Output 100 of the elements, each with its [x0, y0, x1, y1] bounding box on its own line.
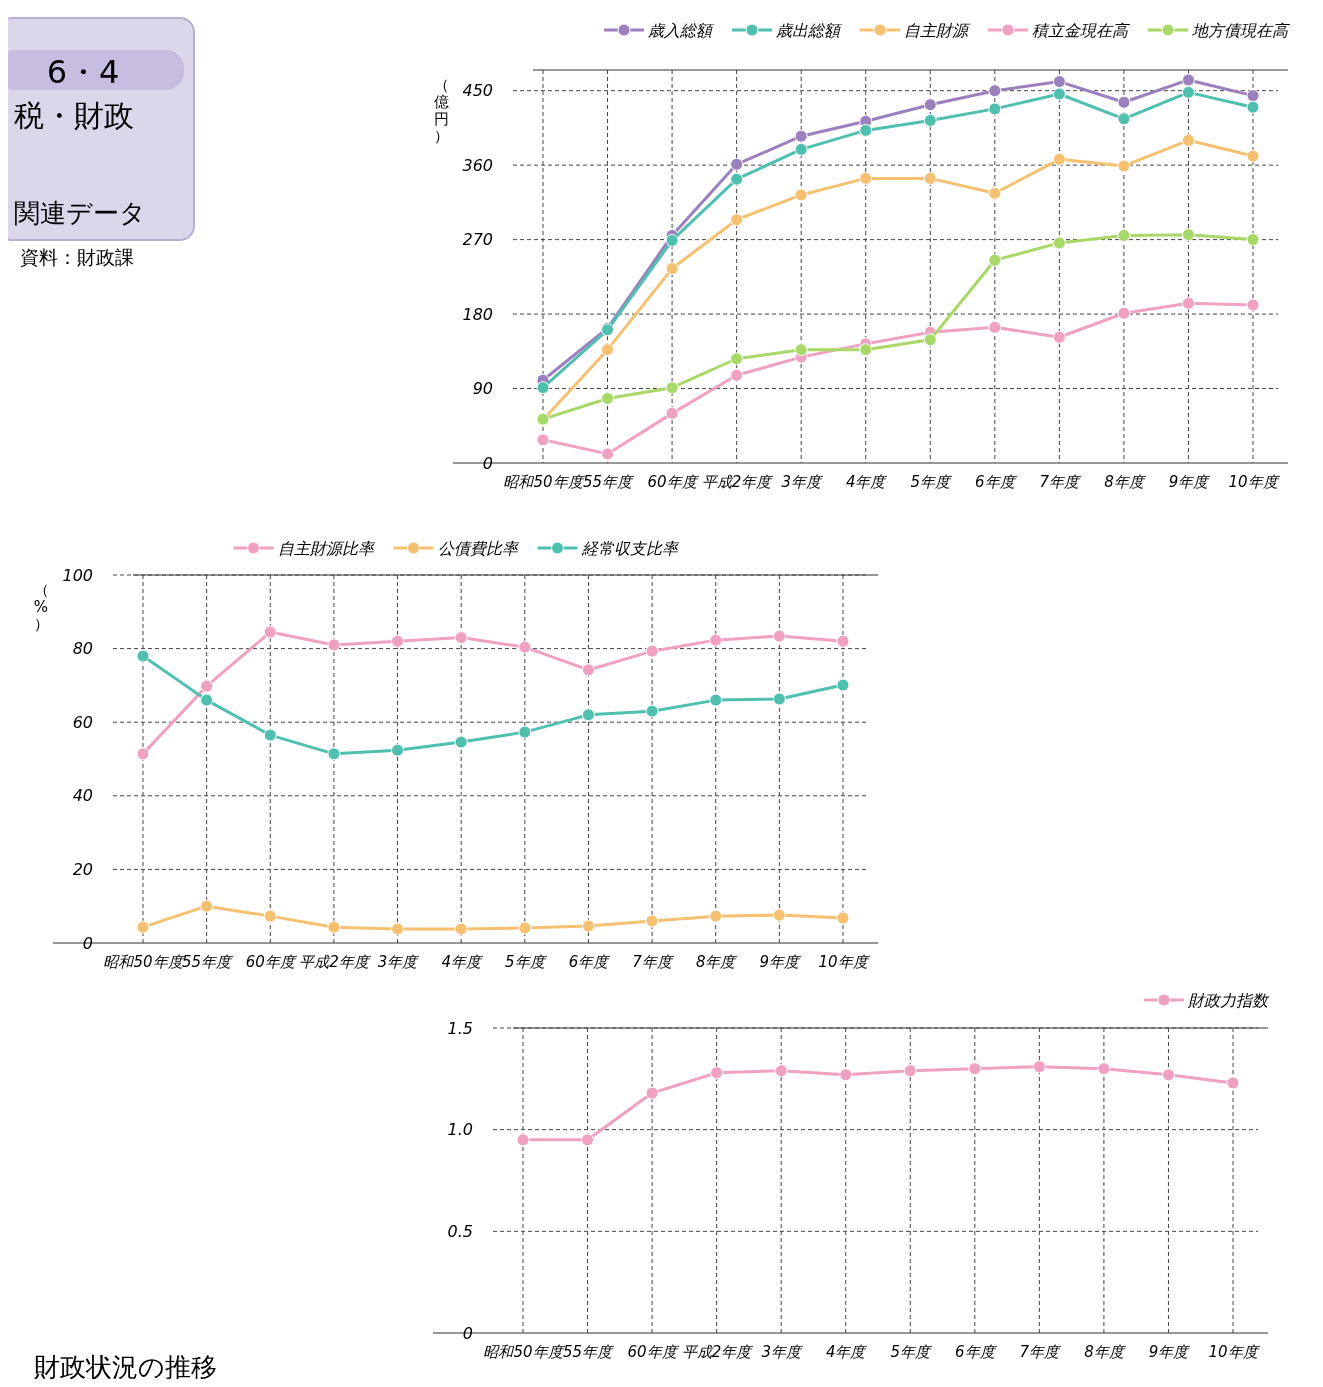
y-tick-label: 0: [82, 933, 93, 953]
x-tick-label: 55年度: [583, 473, 636, 491]
y-tick-label: 90: [472, 379, 493, 399]
text: 税・財政: [14, 98, 134, 133]
point: [581, 1133, 595, 1147]
y-tick-label: 40: [72, 786, 93, 806]
x-tick-label: 7年度: [632, 953, 675, 971]
point: [859, 171, 873, 185]
point: [903, 1064, 917, 1078]
text: 資料：財政課: [20, 246, 134, 268]
legend-label: 自主財源: [904, 20, 971, 40]
legend-label: 地方債現在高: [1192, 20, 1291, 40]
point: [1052, 75, 1066, 89]
point: [859, 343, 873, 357]
point: [794, 142, 808, 156]
x-tick-label: 55年度: [563, 1343, 616, 1361]
point: [518, 921, 532, 935]
legend-label: 積立金現在高: [1032, 20, 1131, 40]
x-tick-label: 4年度: [825, 1343, 869, 1361]
point: [665, 262, 679, 276]
point: [1181, 133, 1195, 147]
point: [772, 692, 786, 706]
point: [136, 920, 150, 934]
point: [988, 253, 1002, 267]
point: [263, 625, 277, 639]
point: [518, 725, 532, 739]
point: [645, 644, 659, 658]
point: [730, 157, 744, 171]
point: [1032, 1060, 1046, 1074]
point: [1246, 89, 1260, 103]
point: [581, 708, 595, 722]
x-tick-label: 6年度: [955, 1343, 998, 1361]
point: [136, 649, 150, 663]
x-tick-label: 3年度: [761, 1343, 804, 1361]
legend-label: 財政力指数: [1187, 990, 1270, 1010]
text: 財政状況の推移: [34, 1352, 217, 1382]
point: [710, 1066, 724, 1080]
point: [645, 914, 659, 928]
point: [1246, 149, 1260, 163]
x-tick-label: 3年度: [377, 953, 421, 971]
point: [391, 634, 405, 648]
point: [581, 919, 595, 933]
point: [1052, 330, 1066, 344]
legend-label: 公債費比率: [437, 538, 520, 558]
x-tick-label: 5年度: [910, 473, 954, 491]
point: [1052, 152, 1066, 166]
x-tick-label: 10年度: [818, 953, 871, 971]
point: [645, 1086, 659, 1100]
point: [730, 352, 744, 366]
legend-label: 自主財源比率: [277, 538, 376, 558]
x-tick-label: 9年度: [1148, 1343, 1192, 1361]
point: [1117, 95, 1131, 109]
point: [836, 911, 850, 925]
y-tick-label: 0.5: [447, 1221, 473, 1241]
point: [454, 735, 468, 749]
x-tick-label: 4年度: [845, 473, 889, 491]
y-tick-label: 1.0: [447, 1120, 473, 1140]
point: [1117, 159, 1131, 173]
x-tick-label: 7年度: [1039, 473, 1083, 491]
point: [665, 381, 679, 395]
point: [730, 172, 744, 186]
y-axis-title: （億円）: [433, 76, 449, 145]
point: [988, 320, 1002, 334]
y-tick-label: 1.5: [447, 1018, 473, 1038]
x-tick-label: 昭和50年度: [483, 1343, 563, 1361]
x-tick-label: 10年度: [1228, 473, 1281, 491]
x-tick-label: 10年度: [1208, 1343, 1261, 1361]
x-tick-label: 5年度: [505, 953, 548, 971]
point: [774, 1064, 788, 1078]
point: [263, 909, 277, 923]
point: [536, 381, 550, 395]
x-tick-label: 6年度: [975, 473, 1018, 491]
y-tick-label: 0: [462, 1323, 473, 1343]
point: [859, 123, 873, 137]
point: [923, 113, 937, 127]
point: [1181, 85, 1195, 99]
point: [327, 638, 341, 652]
point: [1117, 112, 1131, 126]
point: [730, 213, 744, 227]
point: [709, 909, 723, 923]
point: [601, 447, 615, 461]
x-tick-label: 8年度: [1084, 1343, 1127, 1361]
point: [1097, 1062, 1111, 1076]
point: [772, 629, 786, 643]
text: 6・4: [46, 53, 120, 91]
y-tick-label: 360: [462, 155, 493, 175]
x-tick-label: 平成2年度: [701, 473, 775, 491]
y-tick-label: 180: [462, 304, 493, 324]
point: [794, 129, 808, 143]
point: [200, 899, 214, 913]
point: [665, 233, 679, 247]
point: [839, 1068, 853, 1082]
point: [1117, 306, 1131, 320]
point: [645, 704, 659, 718]
point: [518, 640, 532, 654]
point: [536, 433, 550, 447]
point: [1052, 87, 1066, 101]
point: [968, 1062, 982, 1076]
y-tick-label: 450: [462, 81, 493, 101]
x-tick-label: 昭和50年度: [503, 473, 583, 491]
